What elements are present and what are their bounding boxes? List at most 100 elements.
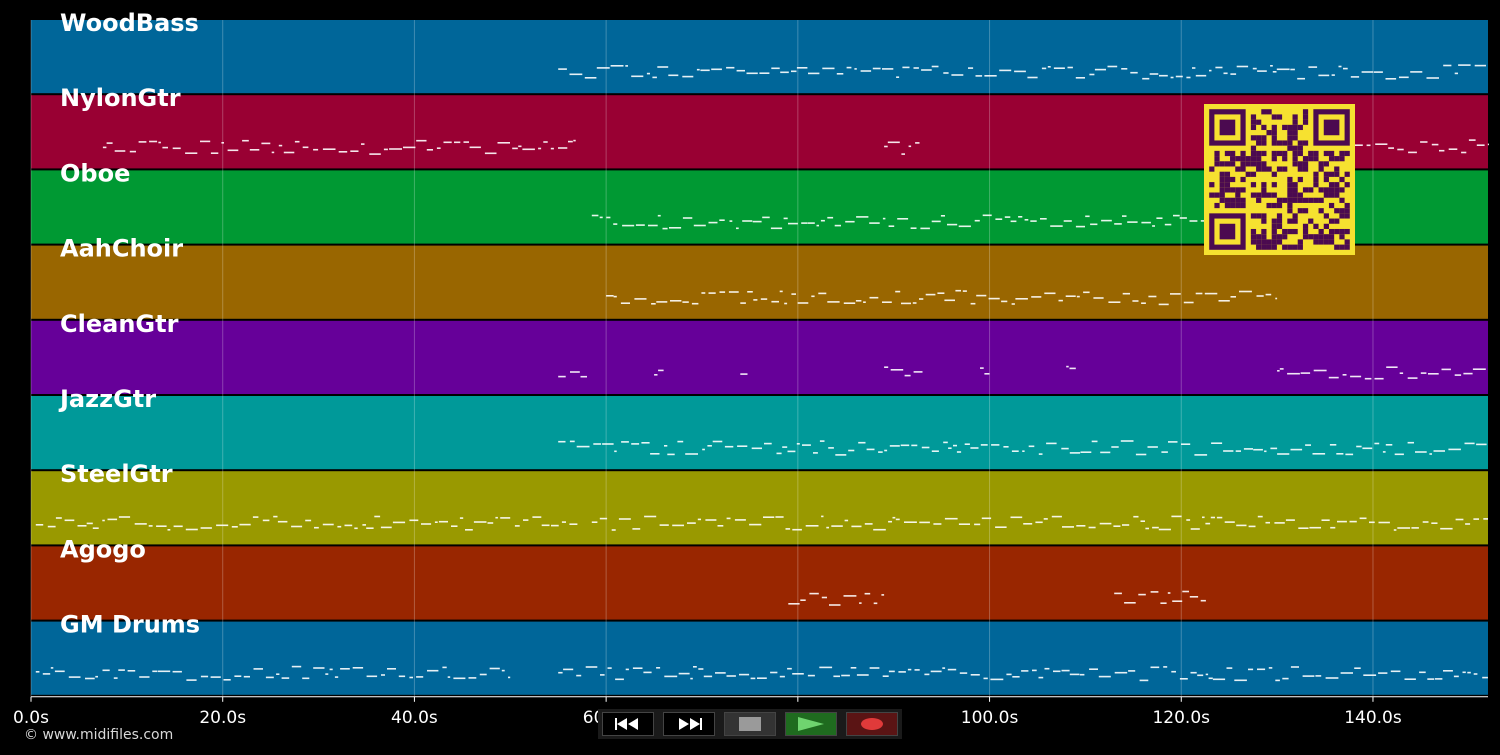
qr-module	[1224, 182, 1231, 188]
note-mark	[416, 139, 427, 142]
track-label: Agogo	[60, 535, 146, 563]
note-mark	[1343, 67, 1348, 70]
qr-module	[1250, 145, 1257, 151]
note-mark	[1462, 671, 1466, 674]
fast-forward-button[interactable]	[663, 712, 716, 736]
note-mark	[1127, 221, 1138, 223]
qr-module	[1328, 171, 1335, 177]
qr-module	[1328, 192, 1335, 198]
track-lane	[31, 471, 1488, 545]
note-mark	[185, 152, 198, 154]
note-mark	[851, 525, 862, 528]
note-mark	[736, 69, 745, 72]
qr-module	[1287, 130, 1293, 136]
qr-module	[1287, 244, 1293, 250]
qr-module	[1344, 202, 1350, 209]
note-mark	[1181, 443, 1191, 445]
note-mark	[158, 670, 171, 673]
note-mark	[658, 369, 664, 372]
qr-module	[1261, 218, 1267, 224]
qr-module	[1302, 234, 1309, 240]
note-mark	[86, 522, 93, 525]
note-mark	[173, 525, 183, 528]
note-mark	[576, 445, 590, 448]
qr-module	[1339, 187, 1345, 193]
note-mark	[625, 65, 628, 67]
note-mark	[910, 227, 917, 229]
note-mark	[734, 519, 746, 521]
note-mark	[873, 602, 878, 605]
qr-module	[1256, 150, 1262, 157]
play-button[interactable]	[784, 712, 837, 736]
note-mark	[1209, 69, 1212, 72]
qr-module	[1214, 202, 1220, 209]
record-button[interactable]	[845, 712, 898, 736]
note-mark	[561, 521, 566, 523]
qr-module	[1276, 166, 1283, 172]
note-mark	[1215, 66, 1223, 69]
qr-module	[1297, 166, 1303, 172]
note-mark	[776, 452, 782, 455]
note-mark	[884, 366, 889, 368]
qr-module	[1266, 109, 1272, 115]
note-mark	[887, 141, 900, 144]
note-mark	[711, 68, 722, 71]
note-mark	[678, 672, 690, 675]
note-mark	[1063, 220, 1072, 222]
note-mark	[648, 224, 658, 227]
qr-module	[1313, 171, 1319, 177]
note-mark	[970, 302, 976, 305]
note-mark	[1011, 303, 1015, 305]
note-mark	[102, 669, 110, 672]
qr-module	[1339, 150, 1345, 157]
note-mark	[940, 215, 945, 217]
qr-module	[1287, 197, 1293, 203]
qr-module	[1344, 244, 1350, 250]
note-mark	[1122, 215, 1127, 217]
qr-module	[1302, 140, 1309, 146]
qr-module	[1313, 239, 1319, 245]
note-mark	[1373, 71, 1383, 73]
note-mark	[570, 371, 580, 373]
note-mark	[543, 141, 548, 143]
qr-module	[1297, 197, 1303, 203]
note-mark	[305, 519, 312, 522]
note-mark	[1189, 596, 1199, 598]
note-mark	[643, 671, 652, 674]
note-mark	[656, 301, 668, 303]
note-mark	[1182, 590, 1189, 593]
note-mark	[1168, 441, 1178, 443]
qr-module	[1287, 145, 1293, 151]
qr-module	[1287, 202, 1293, 209]
note-mark	[821, 515, 824, 518]
note-mark	[1093, 297, 1104, 299]
note-mark	[1079, 673, 1085, 676]
note-mark	[712, 440, 723, 443]
note-mark	[866, 448, 875, 451]
note-mark	[1487, 143, 1489, 146]
qr-module	[1308, 187, 1314, 193]
qr-module	[1235, 192, 1241, 198]
note-mark	[787, 450, 796, 453]
note-mark	[888, 520, 892, 523]
note-mark	[1053, 67, 1065, 69]
note-mark	[1098, 675, 1111, 678]
note-mark	[888, 225, 895, 227]
note-mark	[750, 677, 756, 680]
note-mark	[167, 529, 171, 531]
note-mark	[1040, 218, 1047, 220]
qr-code[interactable]	[1204, 104, 1355, 255]
qr-module	[1219, 176, 1225, 183]
qr-module	[1266, 192, 1272, 198]
note-mark	[904, 521, 917, 523]
note-mark	[888, 670, 895, 673]
qr-module	[1328, 228, 1335, 235]
note-mark	[811, 295, 815, 298]
qr-module	[1292, 218, 1298, 224]
note-mark	[216, 524, 229, 527]
rewind-button[interactable]	[602, 712, 655, 736]
note-mark	[1353, 144, 1363, 146]
stop-button[interactable]	[723, 712, 776, 736]
note-mark	[1482, 676, 1488, 679]
note-mark	[1186, 76, 1191, 79]
